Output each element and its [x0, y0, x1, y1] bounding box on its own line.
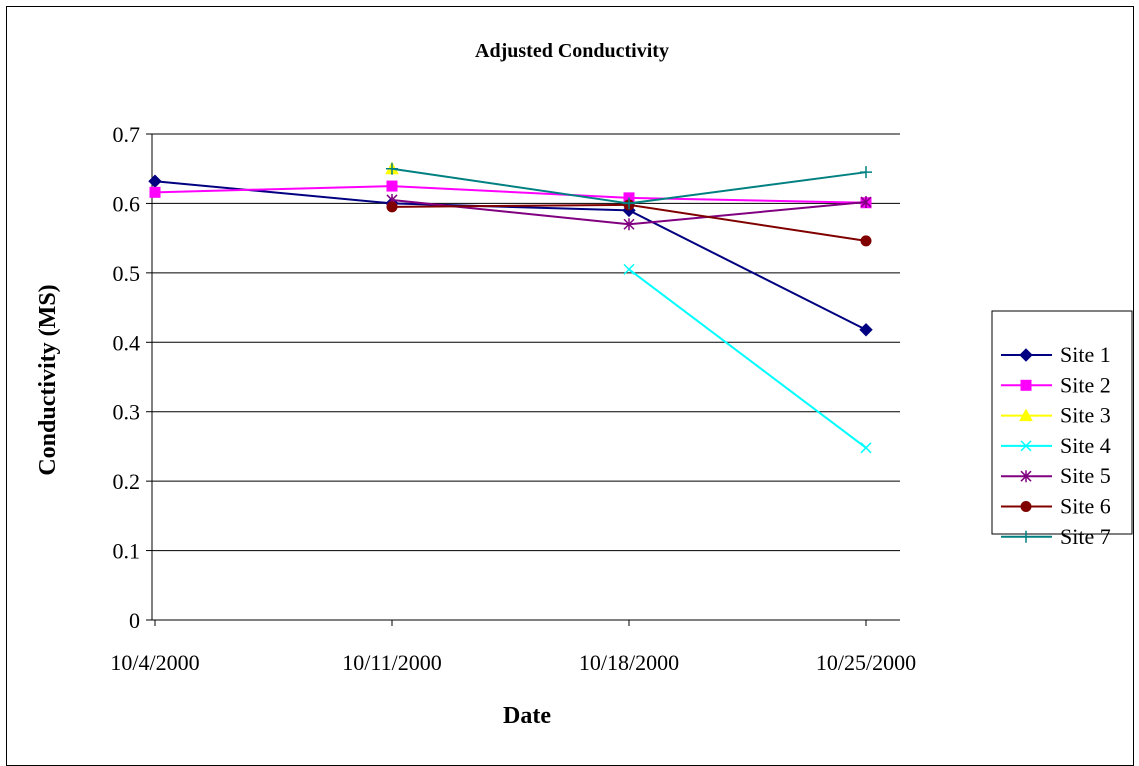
site-2-point — [386, 180, 398, 192]
series-group — [148, 161, 873, 454]
legend-marker-site-1 — [1019, 348, 1033, 362]
series-site-4 — [623, 263, 872, 454]
y-tick-label: 0.1 — [113, 539, 141, 564]
legend-marker-site-6 — [1020, 501, 1032, 512]
site-2-line-segment — [391, 185, 630, 199]
chart-frame — [6, 6, 1134, 766]
x-tick-label: 10/18/2000 — [579, 650, 679, 675]
site-6-point — [860, 235, 872, 247]
series-site-1 — [148, 174, 873, 337]
y-tick-label: 0 — [129, 608, 140, 633]
site-7-line-segment — [628, 171, 867, 205]
site-5-line-segment — [628, 201, 867, 226]
site-7-point — [860, 166, 872, 179]
site-1-point — [148, 174, 162, 188]
y-tick-label: 0.7 — [113, 122, 141, 147]
gridlines — [152, 133, 900, 552]
axes: 0 0.1 0.2 0.3 0.4 0.5 0.6 0.7 10/4/2000 10/11/200… — [110, 122, 916, 675]
legend-marker-site-7 — [1020, 530, 1032, 543]
site-4-point — [860, 442, 872, 454]
site-1-point — [859, 323, 873, 337]
site-7-point — [623, 197, 635, 210]
legend-label-site-7: Site 7 — [1060, 524, 1111, 549]
legend-label-site-3: Site 3 — [1060, 403, 1111, 428]
site-4-point — [623, 263, 635, 275]
site-1-line-segment — [154, 180, 393, 205]
site-5-point — [623, 218, 635, 231]
site-2-line-segment — [154, 185, 393, 194]
site-5-point — [860, 196, 872, 209]
x-tick-label: 10/25/2000 — [816, 650, 916, 675]
y-tick-label: 0.6 — [113, 191, 141, 216]
legend-marker-site-3 — [1019, 408, 1033, 422]
site-4-line-segment — [628, 268, 867, 449]
y-tick-label: 0.2 — [113, 469, 141, 494]
y-tick-label: 0.5 — [113, 261, 141, 286]
legend-marker-site-2 — [1020, 379, 1032, 391]
x-tick-label: 10/4/2000 — [110, 650, 199, 675]
site-7-point — [386, 162, 398, 175]
site-5-line-segment — [391, 198, 630, 226]
site-6-point — [386, 201, 398, 213]
site-1-line-segment — [628, 209, 867, 331]
site-7-line-segment — [391, 167, 630, 205]
x-axis-label: Date — [503, 703, 551, 729]
x-tick-label: 10/11/2000 — [342, 650, 441, 675]
site-2-point — [149, 186, 161, 198]
legend-marker-site-4 — [1020, 440, 1032, 452]
legend: Site 1 Site 2 Site 3 Site 4 Site 5 Site 6 Site… — [991, 310, 1133, 549]
legend-marker-site-5 — [1020, 470, 1032, 483]
chart-title: Adjusted Conductivity — [475, 40, 669, 62]
series-site-7 — [386, 162, 872, 210]
site-6-line-segment — [391, 203, 630, 208]
series-site-5 — [386, 193, 872, 231]
legend-label-site-2: Site 2 — [1060, 372, 1111, 397]
legend-label-site-5: Site 5 — [1060, 463, 1111, 488]
legend-label-site-1: Site 1 — [1060, 342, 1111, 367]
y-tick-label: 0.3 — [113, 400, 141, 425]
y-axis-label: Conductivity (MS) — [35, 284, 61, 475]
site-6-line-segment — [628, 203, 867, 242]
y-tick-label: 0.4 — [113, 330, 141, 355]
legend-label-site-4: Site 4 — [1060, 433, 1111, 458]
legend-label-site-6: Site 6 — [1060, 494, 1111, 519]
legend-box — [991, 310, 1133, 535]
